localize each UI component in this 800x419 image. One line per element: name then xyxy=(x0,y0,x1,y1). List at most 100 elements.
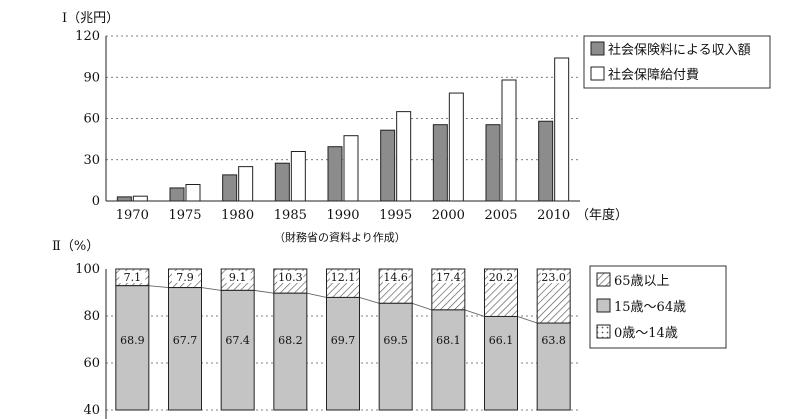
bar-segment-15-64 xyxy=(115,285,150,411)
panel2-legend-box xyxy=(589,265,727,349)
legend-swatch-65plus xyxy=(596,272,611,287)
bar-segment-15-64 xyxy=(273,292,308,411)
panel1-x-tick-label: 1985 xyxy=(274,208,307,223)
data-label-15-64: 68.9 xyxy=(120,334,145,347)
bar-social-benefits xyxy=(448,92,464,202)
label-bg-65plus xyxy=(382,271,409,283)
bar-social-benefits xyxy=(343,135,359,202)
label-bg-15-64 xyxy=(540,334,567,348)
panel2-y-tick-label: 60 xyxy=(83,356,100,371)
data-label-15-64: 63.8 xyxy=(541,334,566,347)
panel1-y-tick-label: 120 xyxy=(75,29,100,44)
legend-swatch-benefits xyxy=(590,66,605,81)
data-label-65plus: 10.3 xyxy=(278,271,303,284)
legend-label-0-14: 0歳～14歳 xyxy=(614,326,678,341)
data-label-15-64: 67.4 xyxy=(225,334,250,347)
bar-segment-15-64 xyxy=(484,315,518,411)
label-bg-15-64 xyxy=(382,334,409,348)
bar-social-benefits xyxy=(238,166,254,202)
data-label-15-64: 66.1 xyxy=(489,334,514,347)
panel1-y-tick-label: 30 xyxy=(83,153,100,168)
bar-insurance-income xyxy=(222,174,238,202)
bar-insurance-income xyxy=(327,146,343,202)
label-bg-65plus xyxy=(540,271,567,283)
data-label-65plus: 9.1 xyxy=(229,271,247,284)
label-bg-15-64 xyxy=(330,334,356,348)
panel1-y-tick-label: 0 xyxy=(92,194,100,209)
panel1-x-tick-label: 1995 xyxy=(379,208,412,223)
label-bg-65plus xyxy=(172,271,198,283)
panel1-x-tick-label: 1980 xyxy=(221,208,254,223)
panel2-legend: 65歳以上 15歳～64歳 0歳～14歳 xyxy=(589,265,727,349)
data-label-15-64: 68.2 xyxy=(278,334,303,347)
panel1-x-unit: （年度） xyxy=(576,207,628,223)
label-bg-15-64 xyxy=(435,334,462,348)
panel1-label: Ⅰ（兆円） xyxy=(62,11,119,26)
panel1-x-tick-label: 1970 xyxy=(116,208,149,223)
panel2-y-tick-label: 40 xyxy=(83,403,100,418)
bar-insurance-income xyxy=(380,129,396,202)
panel1-source-note: （財務省の資料より作成） xyxy=(274,230,406,244)
label-bg-15-64 xyxy=(277,334,304,348)
label-bg-15-64 xyxy=(119,334,146,348)
panel1-y-tick-label: 60 xyxy=(83,112,100,127)
bar-insurance-income xyxy=(432,124,448,202)
panel1-x-tick-label: 2005 xyxy=(484,208,517,223)
bar-insurance-income xyxy=(169,187,185,202)
panel1-legend-box xyxy=(583,35,771,89)
bar-insurance-income xyxy=(116,196,132,202)
legend-label-65plus: 65歳以上 xyxy=(614,274,670,289)
data-label-65plus: 20.2 xyxy=(489,271,514,284)
bar-social-benefits xyxy=(501,79,517,202)
data-label-65plus: 7.1 xyxy=(124,271,142,284)
data-label-65plus: 7.9 xyxy=(176,271,194,284)
legend-swatch-0-14 xyxy=(596,324,611,339)
bar-social-benefits xyxy=(290,151,306,202)
label-bg-65plus xyxy=(224,271,251,283)
bar-insurance-income xyxy=(485,124,501,202)
legend-swatch-15-64 xyxy=(596,298,611,313)
legend-label-15-64: 15歳～64歳 xyxy=(614,300,686,315)
bar-social-benefits xyxy=(185,184,201,202)
data-label-15-64: 69.7 xyxy=(331,334,356,347)
label-bg-65plus xyxy=(330,271,356,283)
data-label-65plus: 17.4 xyxy=(436,271,461,284)
bar-insurance-income xyxy=(538,120,554,202)
panel1-x-tick-label: 2010 xyxy=(537,208,570,223)
data-label-65plus: 23.0 xyxy=(541,271,566,284)
legend-label-income: 社会保険料による収入額 xyxy=(608,42,751,58)
bar-social-benefits xyxy=(132,195,148,202)
bar-insurance-income xyxy=(274,162,290,202)
bar-segment-15-64 xyxy=(378,302,413,411)
bar-social-benefits xyxy=(396,111,412,202)
bar-segment-15-64 xyxy=(220,289,255,411)
panel2-y-tick-label: 100 xyxy=(75,262,100,277)
panel1-x-tick-label: 2000 xyxy=(432,208,465,223)
bar-segment-15-64 xyxy=(431,309,466,411)
label-bg-65plus xyxy=(488,271,514,283)
panel1-y-tick-label: 90 xyxy=(83,70,100,85)
panel1-x-tick-label: 1975 xyxy=(168,208,201,223)
label-bg-65plus xyxy=(277,271,304,283)
label-bg-15-64 xyxy=(224,334,251,348)
data-label-15-64: 69.5 xyxy=(383,334,408,347)
data-label-65plus: 12.1 xyxy=(331,271,356,284)
bar-segment-15-64 xyxy=(168,287,202,411)
panel2-label: Ⅱ（%） xyxy=(52,239,99,254)
legend-swatch-income xyxy=(590,41,605,56)
label-bg-65plus xyxy=(435,271,462,283)
label-bg-15-64 xyxy=(172,334,198,348)
panel2-y-tick-label: 80 xyxy=(83,309,100,324)
bar-segment-15-64 xyxy=(326,296,360,411)
label-bg-65plus xyxy=(119,271,146,283)
legend-label-benefits: 社会保障給付費 xyxy=(608,67,699,83)
label-bg-15-64 xyxy=(488,334,514,348)
data-label-15-64: 67.7 xyxy=(173,334,198,347)
panel1-x-tick-label: 1990 xyxy=(326,208,359,223)
panel1-legend: 社会保険料による収入額 社会保障給付費 xyxy=(583,35,771,89)
data-label-15-64: 68.1 xyxy=(436,334,461,347)
bar-social-benefits xyxy=(554,57,570,202)
data-label-65plus: 14.6 xyxy=(383,271,408,284)
